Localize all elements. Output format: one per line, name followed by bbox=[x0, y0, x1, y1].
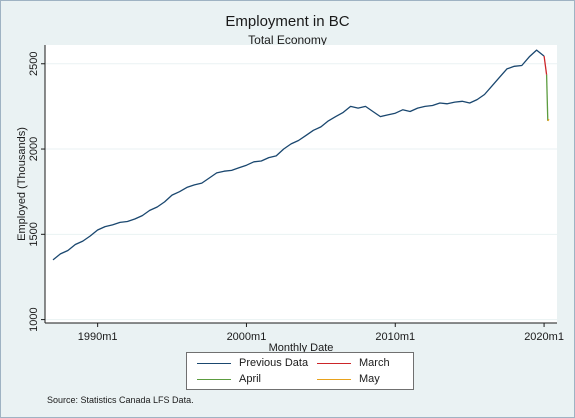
x-tick-label: 2010m1 bbox=[375, 331, 415, 343]
legend-label-may: May bbox=[359, 373, 380, 385]
series-line-march bbox=[543, 56, 548, 75]
series-line-april bbox=[545, 74, 549, 121]
series-line-previous-data bbox=[52, 49, 545, 261]
x-axis-label: Monthly Date bbox=[269, 342, 334, 354]
legend-swatch-may bbox=[317, 378, 351, 380]
x-tick-label: 1990m1 bbox=[78, 331, 118, 343]
y-tick-label: 2500 bbox=[28, 52, 40, 76]
y-tick-label: 1500 bbox=[28, 222, 40, 246]
legend-swatch-april bbox=[197, 378, 231, 380]
legend-swatch-march bbox=[317, 362, 351, 364]
legend: Previous Data March April May bbox=[186, 352, 414, 390]
legend-swatch-previous-data bbox=[197, 362, 231, 364]
x-tick-label: 2000m1 bbox=[227, 331, 267, 343]
plot-region bbox=[45, 45, 557, 323]
y-tick-label: 1000 bbox=[28, 307, 40, 331]
legend-item-april: April bbox=[197, 373, 261, 385]
chart-title: Employment in BC bbox=[225, 13, 350, 30]
y-tick-label: 2000 bbox=[28, 137, 40, 161]
x-tick-label: 2020m1 bbox=[524, 331, 564, 343]
legend-item-march: March bbox=[317, 357, 390, 369]
y-axis-label: Employed (Thousands) bbox=[16, 127, 28, 241]
legend-label-march: March bbox=[359, 357, 390, 369]
legend-item-previous-data: Previous Data bbox=[197, 357, 308, 369]
legend-item-may: May bbox=[317, 373, 380, 385]
source-note: Source: Statistics Canada LFS Data. bbox=[47, 395, 194, 405]
series-line-may bbox=[547, 118, 550, 122]
legend-label-april: April bbox=[239, 373, 262, 385]
legend-label-previous-data: Previous Data bbox=[239, 357, 309, 369]
chart-subtitle: Total Economy bbox=[248, 33, 327, 47]
